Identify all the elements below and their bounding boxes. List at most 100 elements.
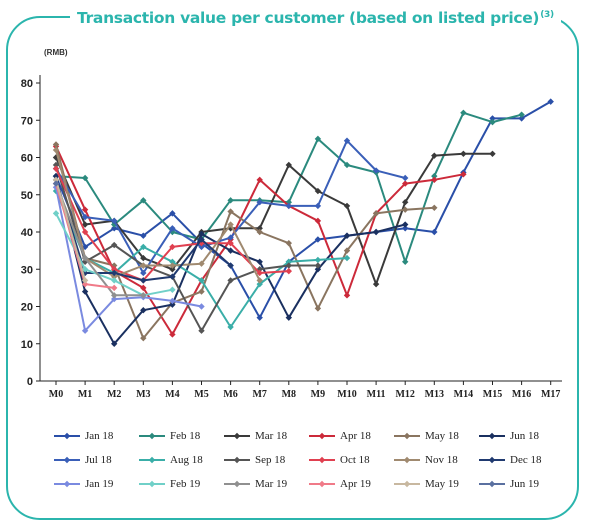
data-point [314,256,322,264]
data-point [402,206,409,213]
data-point [140,292,147,299]
data-point [285,262,292,269]
series-line [55,183,144,297]
data-point [343,202,351,210]
legend-swatch [479,456,505,464]
data-point [314,266,322,273]
legend-item: Apr 18 [307,424,392,448]
data-point [52,165,60,172]
x-tick-label: M15 [483,389,502,400]
data-point [256,258,263,265]
data-point [460,109,467,116]
x-tick-label: M4 [165,389,179,400]
x-tick-label: M16 [512,389,531,400]
legend-swatch [394,456,420,464]
legend-swatch [309,456,335,464]
data-point [169,210,176,217]
legend-item: Aug 18 [137,448,222,472]
y-tick-label: 10 [21,339,33,351]
data-point [81,266,89,273]
y-tick-label: 30 [21,264,33,276]
legend-swatch [224,432,250,440]
legend-item: Nov 18 [392,448,477,472]
legend-label: Mar 18 [255,430,288,442]
data-point [402,258,409,265]
x-tick-label: M2 [107,389,121,400]
data-point [256,314,263,321]
legend-label: Jun 18 [510,430,540,442]
x-tick-label: M11 [367,389,386,400]
legend-item: Jan 19 [52,472,137,496]
legend-swatch [309,432,335,440]
series-jun-19 [52,180,60,187]
data-point [343,254,351,262]
x-tick-label: M17 [541,389,560,400]
data-point [140,232,147,239]
data-point [431,228,438,236]
data-point [111,269,118,277]
series-line [55,100,552,319]
data-point [81,277,89,284]
data-point [431,176,438,184]
series-apr-18 [52,143,467,338]
legend-item: Mar 18 [222,424,307,448]
legend-label: Feb 18 [170,430,201,442]
series-mar-18 [52,150,496,288]
y-axis-unit: (RMB) [44,48,68,57]
legend-swatch [479,432,505,440]
data-point [140,197,147,204]
series-line [55,179,87,281]
legend-swatch-marker [403,480,411,488]
chart-legend: Jan 18 Feb 18 Mar 18 Apr 18 May 18 Jun 18 Jul … [52,424,562,504]
data-point [256,199,263,206]
series-line [55,144,435,340]
data-point [198,236,205,243]
x-tick-label: M14 [454,389,473,400]
data-point [460,171,467,178]
legend-swatch-marker [63,432,71,440]
x-tick-label: M12 [395,389,414,400]
data-point [169,266,176,273]
data-point [285,258,292,265]
series-line [55,152,493,286]
series-jan-19 [52,184,205,334]
data-point [314,305,322,312]
data-point [81,254,89,262]
data-point [431,152,438,159]
data-point [372,167,380,174]
data-point [140,284,147,292]
x-tick-label: M13 [425,389,444,400]
data-point [372,210,380,217]
legend-label: Aug 18 [170,454,203,466]
data-point [402,221,409,228]
data-point [285,239,292,247]
x-tick-label: M0 [49,389,63,400]
legend-item: Feb 19 [137,472,222,496]
data-point [52,180,60,187]
legend-label: Feb 19 [170,478,201,490]
legend-swatch-marker [148,432,156,440]
data-point [111,277,118,284]
data-point [169,297,176,305]
data-point [198,230,205,238]
data-point [81,213,89,221]
data-point [402,199,409,206]
legend-swatch-marker [488,480,496,488]
x-tick-label: M10 [337,389,356,400]
data-point [314,262,322,269]
data-point [111,266,118,273]
legend-item: May 19 [392,472,477,496]
data-point [111,284,118,292]
y-tick-label: 70 [21,115,33,127]
legend-swatch [139,432,165,440]
legend-swatch [54,456,80,464]
y-tick-label: 80 [21,78,33,90]
legend-label: Apr 18 [340,430,371,442]
legend-swatch [479,480,505,488]
data-point [140,243,147,251]
data-point [314,187,322,195]
data-point [343,137,351,144]
data-point [227,277,234,284]
legend-label: Jan 18 [85,430,114,442]
